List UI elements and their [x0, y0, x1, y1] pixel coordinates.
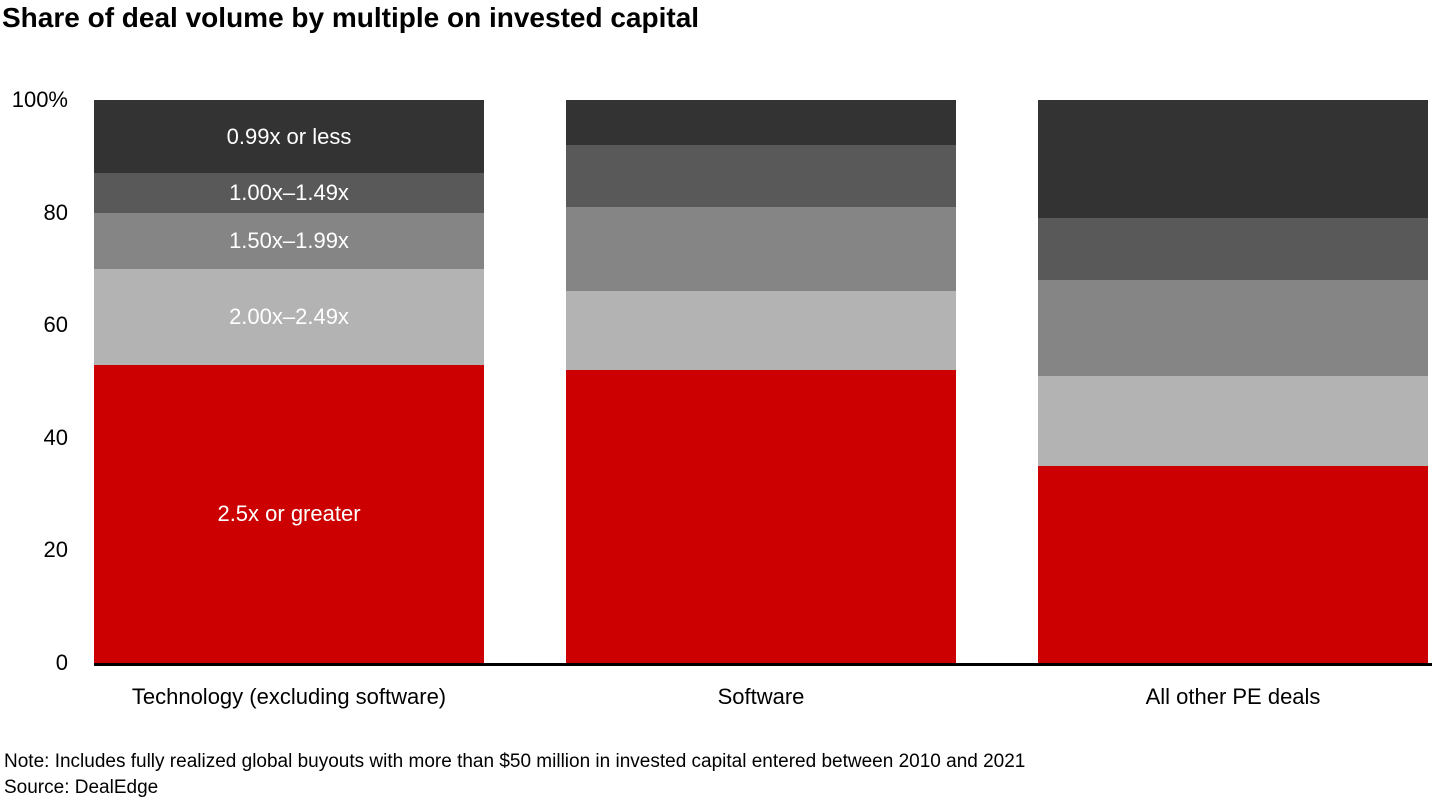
bar-segment: 1.50x–1.99x	[94, 212, 484, 269]
segment-label: 1.50x–1.99x	[229, 227, 349, 253]
segment-label: 2.5x or greater	[217, 500, 361, 526]
y-axis-tick-label: 40	[43, 424, 68, 450]
bar-segment	[566, 206, 956, 292]
bar-segment	[1038, 100, 1428, 219]
bar-technology-excluding-software: 0.99x or less 1.00x–1.49x 1.50x–1.99x 2.00x…	[94, 100, 484, 663]
bar-segment	[566, 291, 956, 371]
bar-segment	[566, 145, 956, 207]
bar-segment	[1038, 218, 1428, 281]
chart-title: Share of deal volume by multiple on inve…	[2, 2, 700, 33]
y-axis: 100% 80 60 40 20 0	[0, 0, 68, 810]
bar-segment	[1038, 375, 1428, 466]
chart-note: Note: Includes fully realized global buy…	[4, 751, 1026, 772]
bar-segment	[566, 370, 956, 663]
bar-segment: 2.00x–2.49x	[94, 268, 484, 365]
bar-segment	[566, 100, 956, 146]
bar-segment: 1.00x–1.49x	[94, 173, 484, 213]
plot-area: 0.99x or less 1.00x–1.49x 1.50x–1.99x 2.00x…	[94, 100, 1432, 663]
bar-segment	[1038, 280, 1428, 376]
y-axis-tick-label: 0	[55, 650, 68, 675]
bar-segment: 0.99x or less	[94, 100, 484, 174]
x-axis-line	[94, 663, 1432, 666]
x-axis-category-label: All other PE deals	[1145, 684, 1321, 709]
chart-source: Source: DealEdge	[4, 777, 159, 798]
segment-label: 1.00x–1.49x	[229, 179, 349, 205]
x-axis-category-label: Software	[717, 684, 805, 709]
segment-label: 2.00x–2.49x	[229, 303, 349, 329]
y-axis-tick-label: 100%	[11, 87, 68, 112]
y-axis-tick-label: 80	[43, 199, 68, 225]
bar-segment	[1038, 465, 1428, 663]
bar-all-other-pe-deals	[1038, 100, 1428, 663]
bar-segment: 2.5x or greater	[94, 364, 484, 663]
bar-software	[566, 100, 956, 663]
y-axis-tick-label: 20	[43, 537, 68, 563]
x-axis-category-label: Technology (excluding software)	[131, 684, 447, 709]
segment-label: 0.99x or less	[226, 123, 352, 149]
y-axis-tick-label: 60	[43, 312, 68, 338]
